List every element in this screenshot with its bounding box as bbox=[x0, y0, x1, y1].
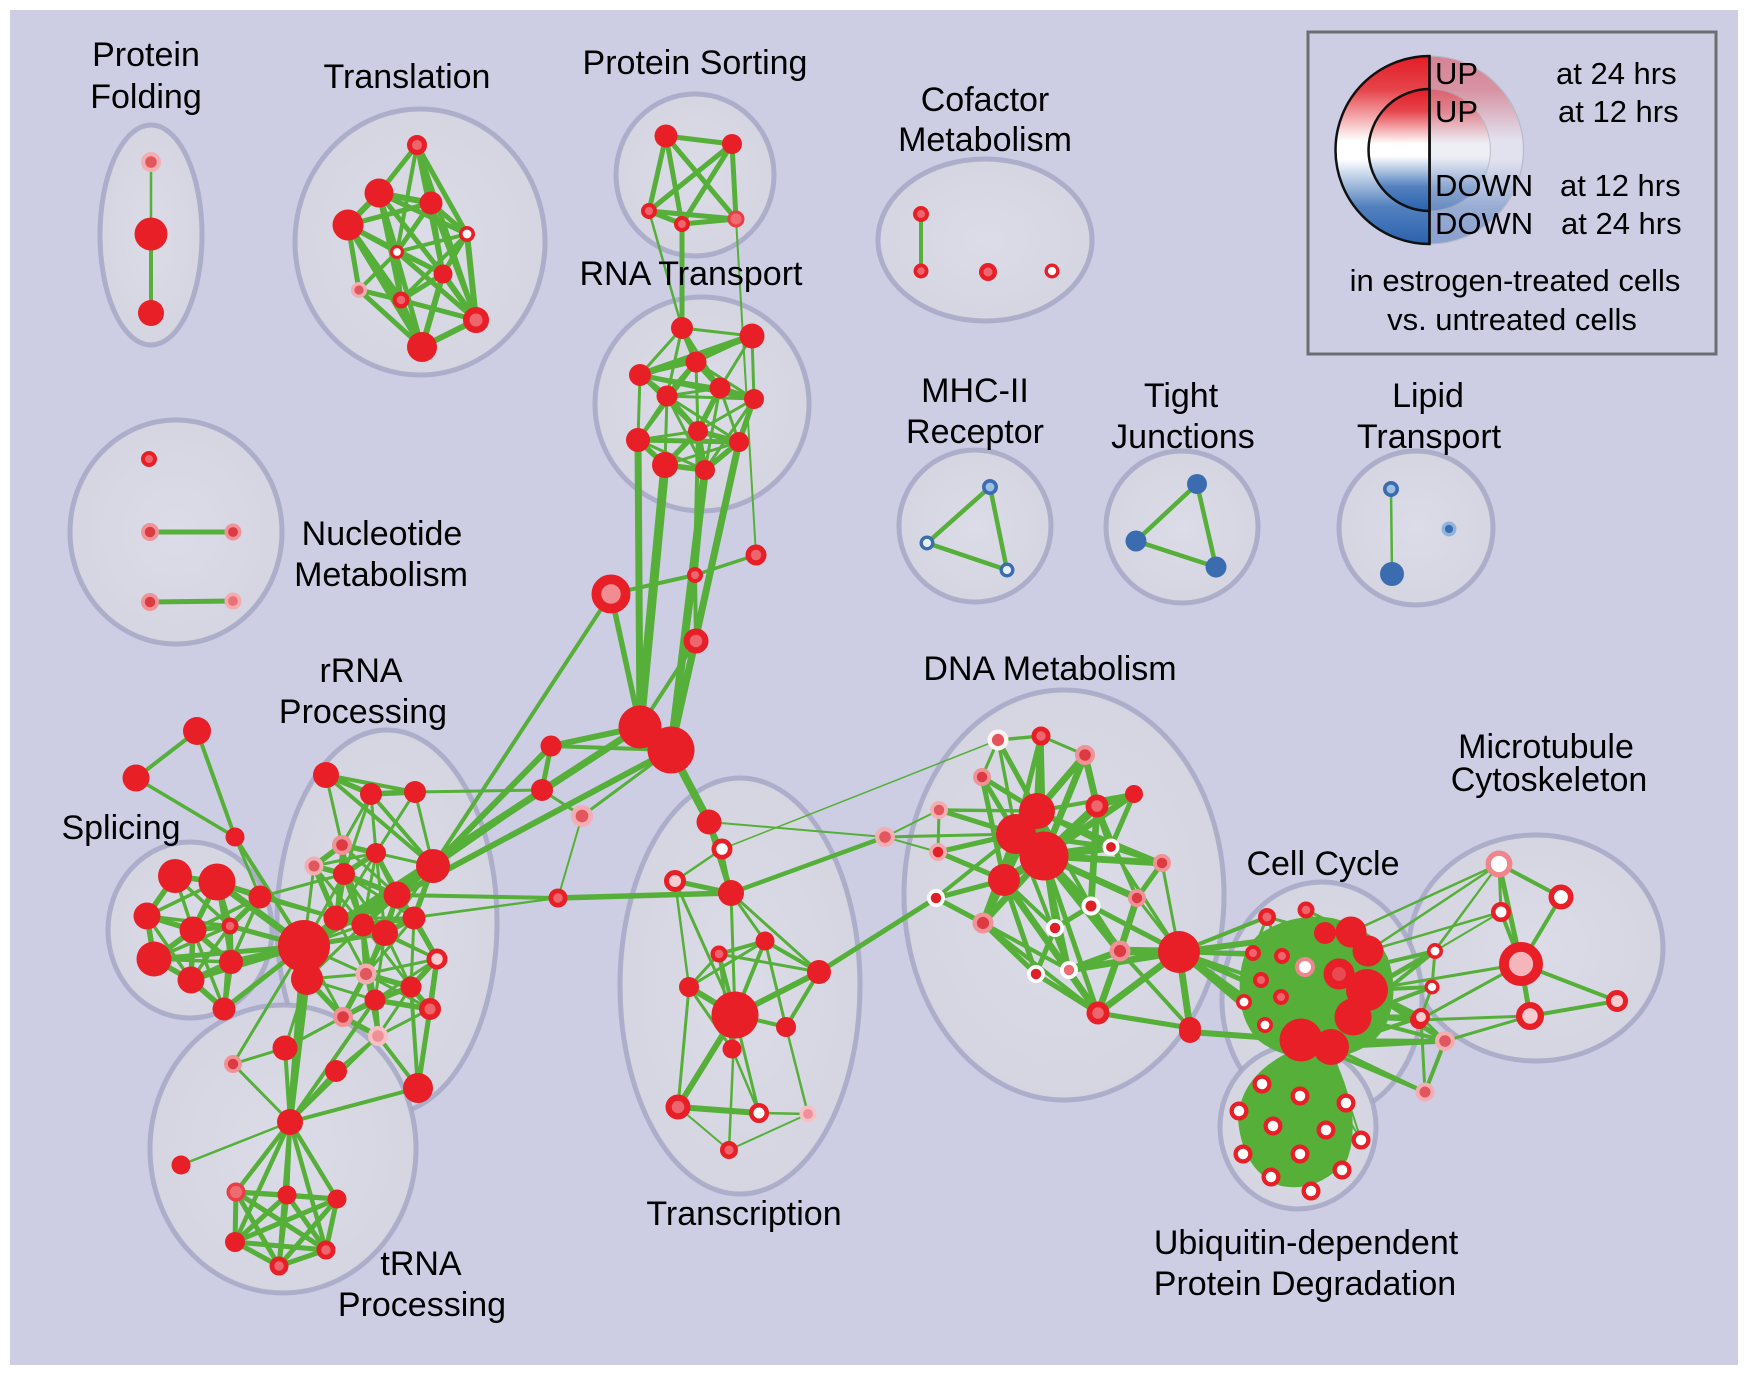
svg-text:tRNA: tRNA bbox=[380, 1245, 462, 1283]
svg-text:Nucleotide: Nucleotide bbox=[302, 515, 463, 553]
svg-text:at 12 hrs: at 12 hrs bbox=[1558, 94, 1679, 129]
svg-text:Metabolism: Metabolism bbox=[294, 556, 468, 594]
svg-text:UP: UP bbox=[1435, 56, 1478, 91]
svg-text:in estrogen-treated cells: in estrogen-treated cells bbox=[1350, 263, 1681, 298]
svg-text:at 12 hrs: at 12 hrs bbox=[1560, 168, 1681, 203]
svg-text:Receptor: Receptor bbox=[906, 413, 1044, 451]
svg-text:Transport: Transport bbox=[1357, 418, 1502, 456]
svg-text:Cell Cycle: Cell Cycle bbox=[1246, 845, 1399, 883]
svg-text:Transcription: Transcription bbox=[646, 1195, 841, 1233]
svg-text:at 24 hrs: at 24 hrs bbox=[1561, 206, 1682, 241]
svg-text:rRNA: rRNA bbox=[319, 652, 402, 690]
svg-text:Junctions: Junctions bbox=[1111, 418, 1255, 456]
svg-text:Cofactor: Cofactor bbox=[921, 81, 1050, 119]
svg-text:Translation: Translation bbox=[324, 58, 491, 96]
svg-text:Lipid: Lipid bbox=[1392, 377, 1464, 415]
svg-text:MHC-II: MHC-II bbox=[921, 372, 1029, 410]
svg-text:Protein Sorting: Protein Sorting bbox=[583, 44, 808, 82]
svg-text:Folding: Folding bbox=[90, 78, 202, 116]
svg-text:Cytoskeleton: Cytoskeleton bbox=[1451, 761, 1648, 799]
svg-text:DOWN: DOWN bbox=[1435, 168, 1533, 203]
svg-text:Splicing: Splicing bbox=[61, 809, 180, 847]
svg-text:Metabolism: Metabolism bbox=[898, 121, 1072, 159]
svg-text:at 24 hrs: at 24 hrs bbox=[1556, 56, 1677, 91]
svg-text:Protein: Protein bbox=[92, 36, 200, 74]
svg-text:Tight: Tight bbox=[1144, 377, 1219, 415]
svg-text:UP: UP bbox=[1435, 94, 1478, 129]
svg-text:vs. untreated cells: vs. untreated cells bbox=[1387, 302, 1637, 337]
svg-text:Ubiquitin-dependent: Ubiquitin-dependent bbox=[1154, 1224, 1459, 1262]
svg-text:Processing: Processing bbox=[279, 693, 447, 731]
svg-text:RNA Transport: RNA Transport bbox=[580, 255, 804, 293]
svg-text:Processing: Processing bbox=[338, 1286, 506, 1324]
svg-text:Microtubule: Microtubule bbox=[1458, 728, 1634, 766]
svg-text:DOWN: DOWN bbox=[1435, 206, 1533, 241]
svg-text:DNA Metabolism: DNA Metabolism bbox=[923, 650, 1176, 688]
svg-text:Protein Degradation: Protein Degradation bbox=[1154, 1265, 1456, 1303]
